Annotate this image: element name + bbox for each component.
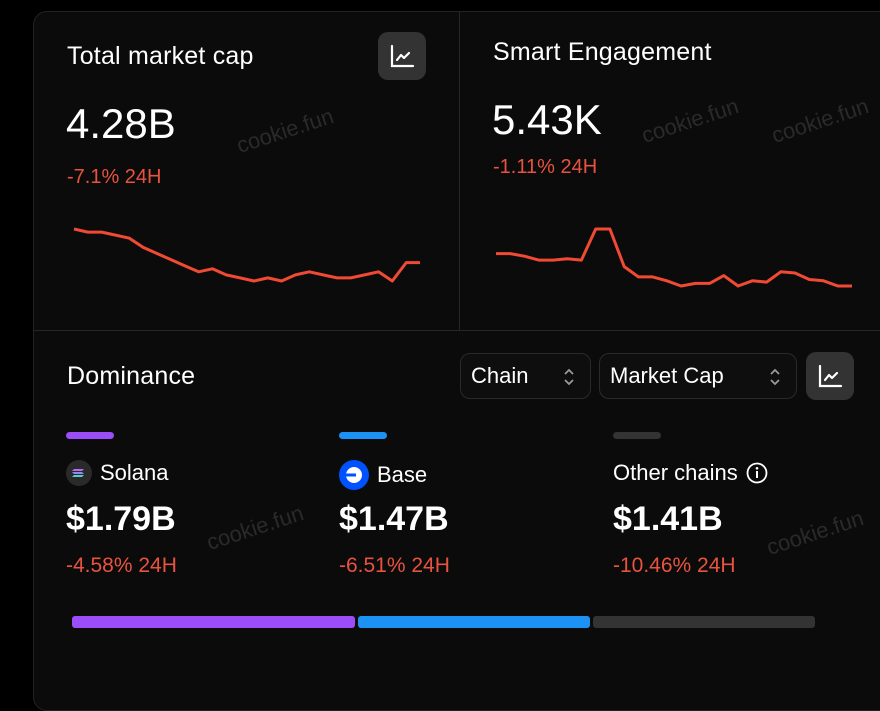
divider xyxy=(34,330,880,331)
line-chart-icon xyxy=(390,44,415,68)
base-icon xyxy=(339,460,369,490)
line-chart-icon xyxy=(818,364,843,388)
market-cap-change: -7.1% 24H xyxy=(67,166,162,188)
sparkline-path xyxy=(73,227,420,283)
engagement-change: -1.11% 24H xyxy=(493,156,598,178)
chain-change: -10.46% 24H xyxy=(613,554,736,577)
dominance-chart-button[interactable] xyxy=(806,352,854,400)
legend-bar xyxy=(339,432,387,439)
legend-bar xyxy=(613,432,661,439)
chain-base[interactable]: Base $1.47B -6.51% 24H xyxy=(339,432,450,577)
dominance-segment-solana xyxy=(72,616,356,628)
info-icon[interactable] xyxy=(746,462,768,484)
chain-value: $1.41B xyxy=(613,500,723,538)
chevron-updown-icon xyxy=(770,368,780,386)
metric-select-value: Market Cap xyxy=(610,363,724,388)
market-cap-chart-button[interactable] xyxy=(378,32,426,80)
engagement-title: Smart Engagement xyxy=(493,38,712,66)
market-cap-sparkline xyxy=(73,227,420,283)
chevron-updown-icon xyxy=(564,368,574,386)
solana-icon xyxy=(66,460,92,486)
legend-bar xyxy=(66,432,114,439)
chain-value: $1.47B xyxy=(339,500,449,538)
chain-select[interactable]: Chain xyxy=(460,353,591,399)
chain-name: Base xyxy=(377,462,428,487)
divider xyxy=(459,12,460,330)
chain-change: -4.58% 24H xyxy=(66,554,177,577)
chain-name: Solana xyxy=(100,460,169,485)
chain-solana[interactable]: Solana $1.79B -4.58% 24H xyxy=(66,432,177,577)
market-cap-value: 4.28B xyxy=(66,100,176,147)
engagement-sparkline xyxy=(496,227,852,288)
metric-select[interactable]: Market Cap xyxy=(599,353,797,399)
chain-name: Other chains xyxy=(613,460,738,485)
chain-value: $1.79B xyxy=(66,500,176,538)
chain-other[interactable]: Other chains $1.41B -10.46% 24H xyxy=(613,432,768,577)
dominance-segment-base xyxy=(358,616,590,628)
sparkline-path xyxy=(496,227,852,288)
chain-select-value: Chain xyxy=(471,363,529,388)
chain-change: -6.51% 24H xyxy=(339,554,450,577)
market-cap-title: Total market cap xyxy=(67,42,254,70)
engagement-value: 5.43K xyxy=(492,96,602,143)
dominance-title: Dominance xyxy=(67,362,196,390)
dominance-segment-other-chains xyxy=(592,616,815,628)
